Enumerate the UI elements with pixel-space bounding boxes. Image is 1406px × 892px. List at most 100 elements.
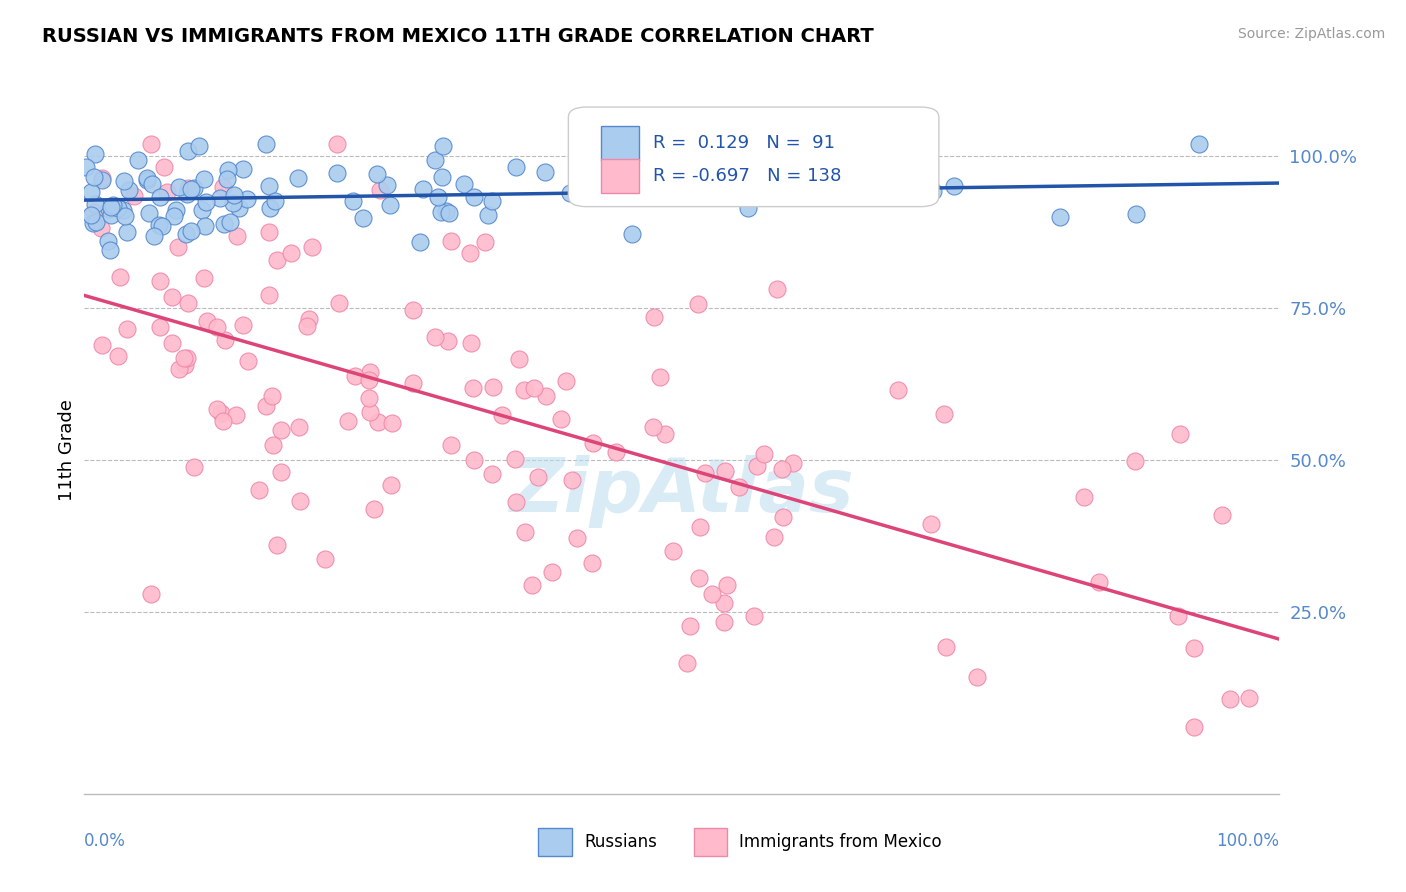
Point — [264, 194, 287, 208]
Point — [217, 172, 239, 186]
Point — [477, 208, 499, 222]
Point — [270, 465, 292, 479]
Point — [363, 502, 385, 516]
Point — [935, 640, 957, 654]
Point — [688, 571, 710, 585]
Point — [873, 186, 896, 201]
Point — [505, 160, 527, 174]
Point — [359, 365, 381, 379]
Point — [430, 169, 453, 184]
Point — [686, 297, 709, 311]
Text: 100.0%: 100.0% — [1216, 831, 1279, 850]
Point — [177, 145, 200, 159]
Point — [118, 183, 141, 197]
Point — [713, 615, 735, 629]
Point — [565, 531, 588, 545]
Point — [208, 191, 231, 205]
Point — [82, 216, 104, 230]
Point — [232, 318, 254, 333]
Point — [942, 179, 965, 194]
Point — [770, 462, 793, 476]
Point — [1168, 427, 1191, 442]
Point — [1219, 692, 1241, 706]
Point — [254, 137, 277, 152]
Point — [713, 596, 735, 610]
Point — [176, 351, 198, 366]
Point — [326, 136, 349, 151]
Point — [648, 370, 671, 384]
Point — [163, 210, 186, 224]
Point — [232, 161, 254, 176]
Point — [352, 211, 374, 226]
Point — [326, 166, 349, 180]
Point — [295, 319, 318, 334]
Point — [716, 578, 738, 592]
Point — [439, 235, 461, 249]
Point — [747, 459, 769, 474]
Point — [193, 271, 215, 285]
Text: Source: ZipAtlas.com: Source: ZipAtlas.com — [1237, 27, 1385, 41]
Point — [173, 358, 195, 372]
Point — [212, 217, 235, 231]
Point — [107, 350, 129, 364]
Point — [782, 456, 804, 470]
Text: Immigrants from Mexico: Immigrants from Mexico — [740, 833, 942, 851]
Point — [100, 200, 122, 214]
Point — [1125, 454, 1147, 468]
Point — [460, 335, 482, 350]
Point — [359, 405, 381, 419]
Point — [550, 412, 572, 426]
Text: R =  0.129   N =  91: R = 0.129 N = 91 — [654, 135, 835, 153]
Point — [932, 407, 955, 421]
Point — [689, 520, 711, 534]
Point — [209, 406, 232, 420]
Point — [193, 172, 215, 186]
Point — [357, 391, 380, 405]
Point — [167, 179, 190, 194]
Point — [1073, 490, 1095, 504]
Point — [491, 408, 513, 422]
Point — [344, 369, 367, 384]
Point — [1182, 640, 1205, 655]
Point — [1167, 609, 1189, 624]
Point — [366, 167, 388, 181]
Point — [266, 538, 288, 552]
Point — [138, 206, 160, 220]
Point — [558, 186, 581, 200]
Text: RUSSIAN VS IMMIGRANTS FROM MEXICO 11TH GRADE CORRELATION CHART: RUSSIAN VS IMMIGRANTS FROM MEXICO 11TH G… — [42, 27, 875, 45]
Point — [436, 334, 458, 348]
Point — [187, 139, 209, 153]
Point — [91, 172, 114, 186]
Point — [143, 229, 166, 244]
Text: ZipAtlas: ZipAtlas — [509, 455, 855, 528]
Point — [183, 459, 205, 474]
Point — [453, 177, 475, 191]
Point — [90, 170, 112, 185]
Point — [149, 275, 172, 289]
Point — [679, 618, 702, 632]
Point — [700, 587, 723, 601]
Point — [166, 240, 188, 254]
Point — [381, 417, 404, 431]
Point — [288, 494, 311, 508]
Point — [337, 414, 360, 428]
Point — [423, 153, 446, 167]
Point — [427, 189, 450, 203]
Point — [429, 205, 451, 219]
Point — [136, 172, 159, 186]
Point — [156, 185, 179, 199]
Y-axis label: 11th Grade: 11th Grade — [58, 400, 76, 501]
Point — [262, 388, 284, 402]
Point — [228, 202, 250, 216]
Point — [463, 381, 485, 395]
Point — [288, 420, 311, 434]
Point — [83, 169, 105, 184]
Point — [197, 314, 219, 328]
Point — [540, 565, 562, 579]
Point — [150, 219, 173, 233]
Point — [177, 296, 200, 310]
Point — [513, 524, 536, 539]
Point — [402, 303, 425, 318]
Point — [505, 452, 527, 467]
Point — [176, 186, 198, 201]
